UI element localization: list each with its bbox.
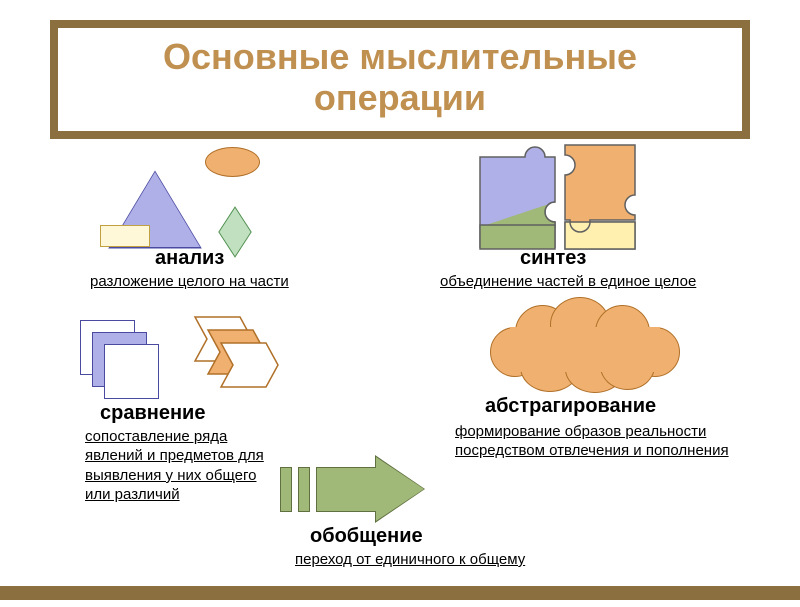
slide-root: Основные мыслительные операции анализ ра… [0, 0, 800, 600]
chevron-stack-icon [190, 312, 310, 402]
title-box: Основные мыслительные операции [50, 20, 750, 139]
arrow-head-icon [376, 457, 424, 521]
puzzle-svg [470, 137, 650, 252]
generalization-desc: переход от единичного к общему [295, 550, 615, 570]
content-area: анализ разложение целого на части [40, 147, 760, 607]
analysis-shapes [100, 147, 280, 252]
analysis-desc: разложение целого на части [90, 272, 300, 292]
synthesis-desc: объединение частей в единое целое [440, 272, 720, 292]
card-front-icon [104, 344, 159, 399]
abstraction-desc: формирование образов реальности посредст… [455, 422, 730, 461]
abstraction-label: абстрагирование [485, 395, 656, 418]
block-arrow-icon [280, 457, 430, 522]
arrow-tail2-icon [298, 467, 310, 512]
oval-icon [205, 147, 260, 177]
puzzle-icon [470, 137, 650, 247]
rect-icon [100, 225, 150, 247]
analysis-label: анализ [155, 247, 224, 270]
bottom-accent-bar [0, 586, 800, 600]
title-line1: Основные мыслительные [58, 36, 742, 77]
comparison-shapes [80, 312, 310, 397]
generalization-label: обобщение [310, 525, 423, 548]
title-line2: операции [58, 77, 742, 118]
cloud-icon [490, 297, 680, 392]
comparison-label: сравнение [100, 402, 205, 425]
arrow-tail1-icon [280, 467, 292, 512]
comparison-desc: сопоставление ряда явлений и предметов д… [85, 427, 265, 505]
synthesis-label: синтез [520, 247, 586, 270]
arrow-body-icon [316, 467, 376, 512]
